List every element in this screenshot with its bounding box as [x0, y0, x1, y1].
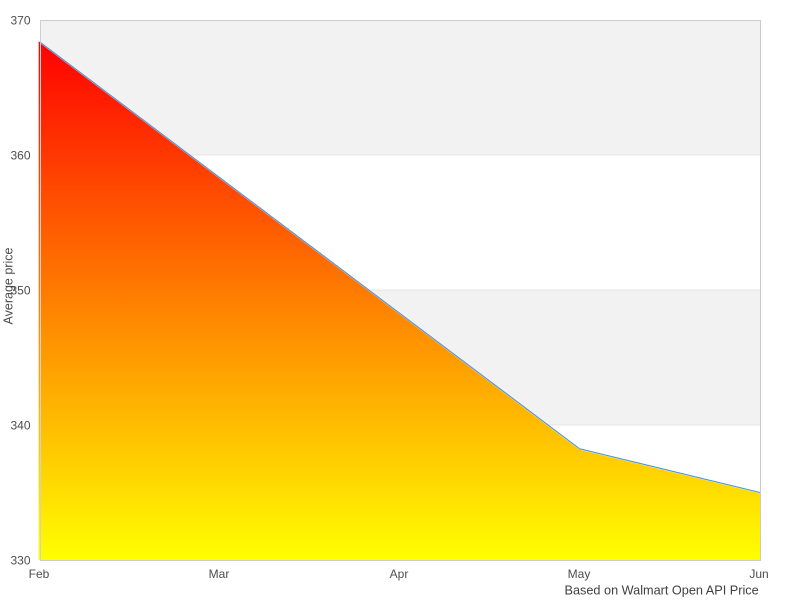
svg-text:350: 350	[10, 283, 30, 297]
svg-text:360: 360	[10, 148, 30, 162]
svg-text:Jun: Jun	[749, 567, 768, 581]
svg-text:Mar: Mar	[209, 567, 230, 581]
svg-text:Feb: Feb	[29, 567, 50, 581]
svg-text:May: May	[568, 567, 591, 581]
svg-text:340: 340	[10, 418, 30, 432]
svg-text:330: 330	[10, 553, 30, 567]
svg-text:Apr: Apr	[390, 567, 409, 581]
svg-text:Average price: Average price	[2, 248, 16, 325]
svg-text:Based on Walmart Open API Pric: Based on Walmart Open API Price	[565, 583, 759, 597]
svg-text:370: 370	[10, 13, 30, 27]
